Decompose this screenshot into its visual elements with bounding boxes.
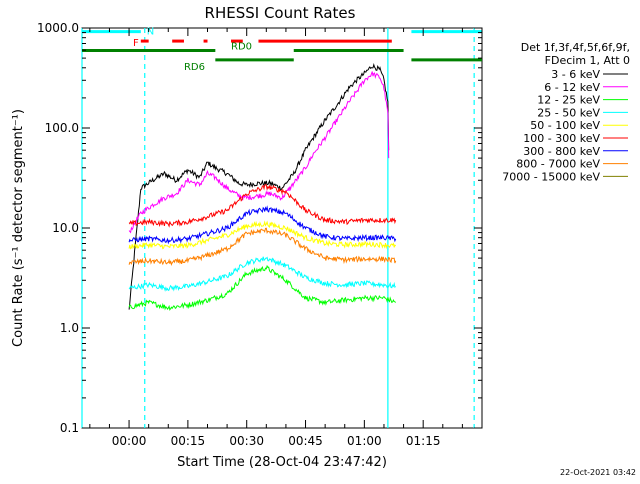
legend-entry-label: 25 - 50 keV	[537, 106, 600, 119]
series-line	[128, 220, 397, 250]
legend-entry-label: 3 - 6 keV	[551, 68, 600, 81]
y-tick-label: 1000.0	[37, 21, 79, 35]
flag-label: F	[133, 38, 139, 49]
y-axis: 0.1 1.0 10.0 100.0 1000.0	[37, 21, 482, 435]
legend-entry-label: 7000 - 15000 keV	[502, 170, 600, 183]
x-axis-label: Start Time (28-Oct-04 23:47:42)	[177, 455, 387, 470]
series-line	[128, 184, 397, 228]
footer-timestamp: 22-Oct-2021 03:42	[560, 468, 636, 477]
chart-title: RHESSI Count Rates	[205, 4, 356, 22]
x-tick-label: 00:15	[171, 434, 206, 448]
flag-label: RD6	[184, 62, 205, 73]
series-line	[128, 205, 397, 245]
x-tick-label: 00:45	[288, 434, 323, 448]
series-line	[128, 63, 390, 310]
series-lines	[128, 63, 397, 311]
y-tick-label: 0.1	[60, 421, 79, 435]
x-tick-label: 00:00	[112, 434, 147, 448]
legend: Det 1f,3f,4f,5f,6f,9f, FDecim 1, Att 0 3…	[502, 41, 630, 183]
y-tick-label: 10.0	[52, 221, 79, 235]
legend-entry-label: 6 - 12 keV	[544, 81, 600, 94]
x-axis: 00:00 00:15 00:30 00:45 01:00 01:15	[89, 28, 483, 448]
y-tick-label: 100.0	[45, 121, 79, 135]
y-tick-label: 1.0	[60, 321, 79, 335]
x-tick-label: 01:15	[406, 434, 441, 448]
series-line	[128, 256, 397, 292]
series-line	[128, 264, 397, 311]
legend-entry-label: 50 - 100 keV	[530, 119, 600, 132]
flag-label: RD0	[231, 42, 252, 53]
x-tick-label: 00:30	[229, 434, 264, 448]
legend-entry-label: 800 - 7000 keV	[516, 158, 600, 171]
legend-entry-label: 12 - 25 keV	[537, 94, 600, 107]
series-line	[128, 71, 390, 234]
y-axis-label: Count Rate (s⁻¹ detector segment⁻¹)	[11, 109, 26, 347]
legend-entry-label: 300 - 800 keV	[523, 145, 600, 158]
x-tick-label: 01:00	[347, 434, 382, 448]
legend-header-line-2: FDecim 1, Att 0	[545, 54, 630, 67]
flag-label: N	[147, 27, 154, 38]
attenuator-flags: NF RD0 RD6	[82, 27, 482, 73]
legend-header-line-1: Det 1f,3f,4f,5f,6f,9f,	[521, 41, 630, 54]
series-line	[128, 227, 397, 267]
legend-entry-label: 100 - 300 keV	[523, 132, 600, 145]
